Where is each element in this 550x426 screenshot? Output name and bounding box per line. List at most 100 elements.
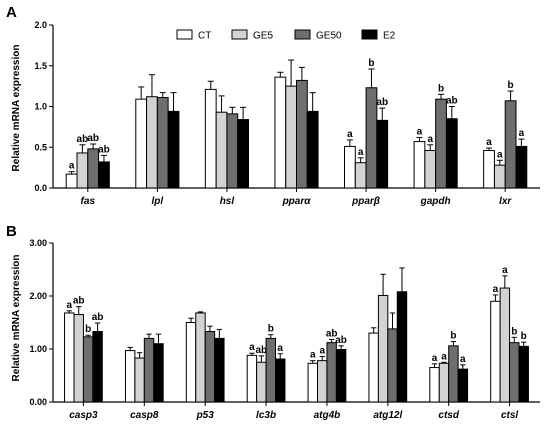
bar-a (215, 111, 228, 189)
significance-label-b: a (249, 342, 255, 353)
bar-b (195, 312, 206, 403)
legend-label-ge50: GE50 (316, 31, 342, 42)
significance-label-b: b (268, 324, 274, 335)
bar-b (134, 357, 145, 403)
bar-b (274, 358, 286, 403)
bar-a (98, 161, 110, 189)
bar-a (504, 100, 517, 189)
bar-a (285, 85, 298, 189)
significance-label-b: ab (256, 345, 268, 356)
bar-a (226, 113, 239, 189)
x-tick-label-a: hsl (220, 196, 235, 207)
bar-a (76, 152, 89, 189)
bar-b (256, 361, 267, 403)
bar-b (457, 368, 469, 403)
bar-a (87, 148, 100, 189)
significance-label-a: a (519, 128, 525, 139)
y-tick-label-b: 1.00 (29, 344, 47, 354)
significance-label-a: a (347, 129, 353, 140)
bar-a (435, 98, 447, 189)
y-tick-label-a: 0.5 (34, 142, 47, 152)
significance-label-a: b (508, 80, 514, 91)
bar-b (377, 294, 389, 403)
x-tick-label-b: atg12l (373, 410, 402, 421)
legend-label-e2: E2 (383, 31, 396, 42)
significance-label-b: ab (92, 312, 104, 323)
significance-label-b: ab (326, 328, 338, 339)
significance-label-b: a (67, 300, 73, 311)
significance-label-a: a (358, 147, 364, 158)
bar-b (368, 332, 379, 403)
bar-a (424, 150, 437, 189)
significance-label-a: a (417, 126, 423, 137)
x-tick-label-b: casp3 (69, 410, 98, 421)
x-tick-label-b: lc3b (256, 410, 276, 421)
significance-label-a: b (438, 83, 444, 94)
bar-a (65, 173, 78, 189)
bar-b (429, 367, 440, 403)
bar-a (204, 88, 217, 189)
bar-b (438, 362, 450, 403)
significance-label-b: a (441, 351, 447, 362)
bar-b (387, 328, 398, 403)
significance-label-b: b (521, 331, 527, 342)
x-tick-label-a: pparα (282, 196, 312, 207)
bar-a (515, 145, 528, 189)
bar-b (326, 342, 337, 403)
x-tick-label-b: ctsl (501, 410, 518, 421)
bar-a (296, 79, 308, 189)
bar-a (376, 119, 389, 189)
significance-label-a: ab (98, 144, 110, 155)
bar-a (344, 145, 356, 189)
bar-b (490, 300, 501, 403)
bar-a (413, 141, 426, 189)
y-axis-label-a: Relative mRNA expression (11, 45, 22, 172)
significance-label-a: ab (376, 97, 388, 108)
legend-swatch-e2 (361, 29, 378, 40)
significance-label-b: b (511, 326, 517, 337)
bar-a (365, 87, 378, 189)
bar-b (143, 337, 155, 403)
bar-b (499, 287, 511, 403)
legend-swatch-ge5 (231, 29, 248, 40)
y-axis-label-b: Relative mRNA expression (11, 255, 22, 382)
bar-b (92, 331, 103, 403)
bar-a (493, 164, 506, 189)
significance-label-b: a (432, 353, 438, 364)
bar-a (483, 150, 495, 189)
y-tick-label-b: 0.00 (29, 397, 47, 407)
bar-b (185, 322, 197, 403)
bar-b (317, 360, 328, 403)
bar-a (156, 97, 169, 189)
y-tick-label-a: 0.0 (34, 183, 47, 193)
bar-b (204, 331, 216, 403)
x-tick-label-a: fas (81, 196, 96, 207)
bar-b (214, 337, 225, 403)
legend-swatch-ct (176, 29, 193, 40)
x-tick-label-b: p53 (196, 410, 215, 421)
bar-b (518, 345, 529, 403)
significance-label-b: b (85, 324, 91, 335)
bar-a (274, 76, 287, 189)
significance-label-b: a (502, 265, 508, 276)
bar-a (167, 110, 180, 189)
significance-label-b: a (493, 284, 499, 295)
significance-label-b: ab (73, 296, 85, 307)
significance-label-a: ab (77, 134, 89, 145)
significance-label-b: ab (335, 335, 347, 346)
bar-b (82, 336, 94, 403)
significance-label-b: a (460, 354, 466, 365)
significance-label-a: a (486, 137, 492, 148)
y-tick-label-a: 1.5 (34, 61, 47, 71)
bar-b (153, 343, 164, 403)
bar-b (307, 362, 319, 403)
significance-label-b: a (319, 345, 325, 356)
bar-b (73, 314, 84, 403)
significance-label-a: a (497, 149, 503, 160)
y-tick-label-b: 2.00 (29, 291, 47, 301)
x-tick-label-a: gapdh (420, 196, 451, 207)
bar-b (265, 337, 276, 403)
